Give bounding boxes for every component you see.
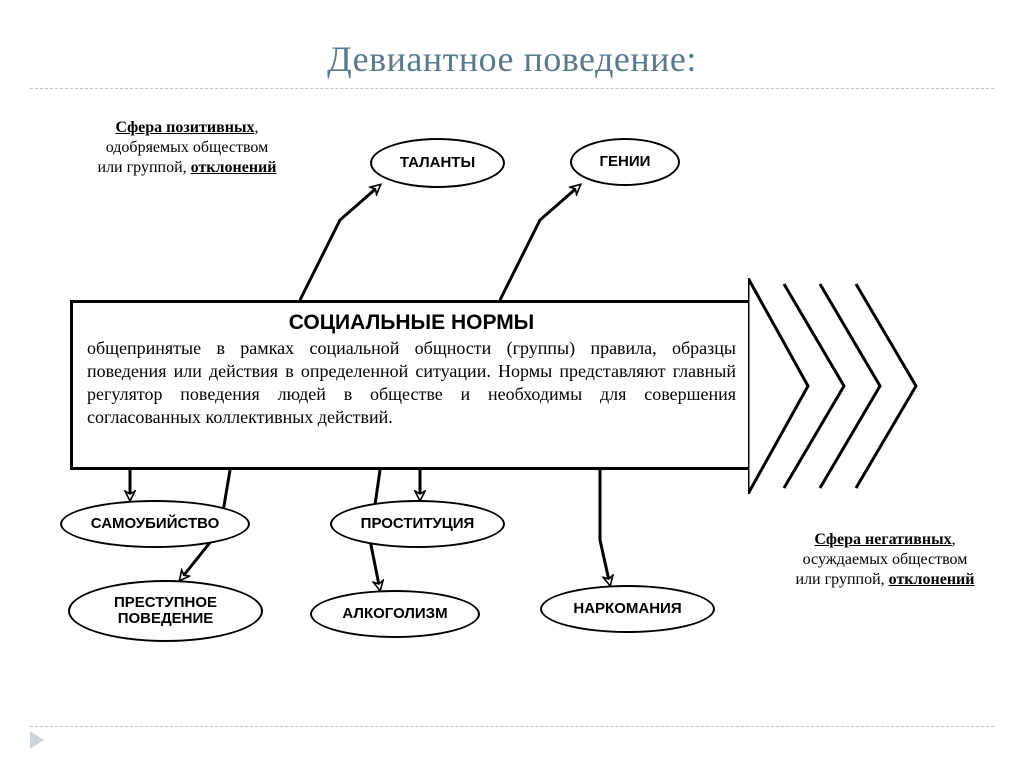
diagram-canvas: Сфера позитивных, одобряемых обществом и… [0, 100, 1024, 660]
arrow-to-talents [300, 185, 380, 300]
divider-bottom [30, 726, 994, 727]
node-crime: ПРЕСТУПНОЕ ПОВЕДЕНИЕ [68, 580, 263, 642]
node-drugs: НАРКОМАНИЯ [540, 585, 715, 633]
divider-top [30, 88, 994, 89]
node-prostitution: ПРОСТИТУЦИЯ [330, 500, 505, 548]
node-suicide: САМОУБИЙСТВО [60, 500, 250, 548]
negative-sphere-label: Сфера негативных, осуждаемых обществом и… [770, 530, 1000, 590]
slide-nav-icon [30, 731, 44, 749]
page-title: Девиантное поведение: [0, 0, 1024, 80]
main-arrow-text: общепринятые в рамках социальной общност… [87, 337, 736, 429]
arrow-chevrons [748, 278, 948, 494]
main-arrow-box: СОЦИАЛЬНЫЕ НОРМЫ общепринятые в рамках с… [70, 300, 750, 470]
node-talents: ТАЛАНТЫ [370, 138, 505, 188]
chevron-3 [856, 284, 916, 488]
node-alcoholism: АЛКОГОЛИЗМ [310, 590, 480, 638]
node-geniuses: ГЕНИИ [570, 138, 680, 186]
positive-sphere-label: Сфера позитивных, одобряемых обществом и… [72, 118, 302, 178]
chevron-2 [820, 284, 880, 488]
main-arrow-heading: СОЦИАЛЬНЫЕ НОРМЫ [87, 311, 736, 335]
arrow-to-drugs [600, 470, 610, 585]
arrow-to-geniuses [500, 185, 580, 300]
